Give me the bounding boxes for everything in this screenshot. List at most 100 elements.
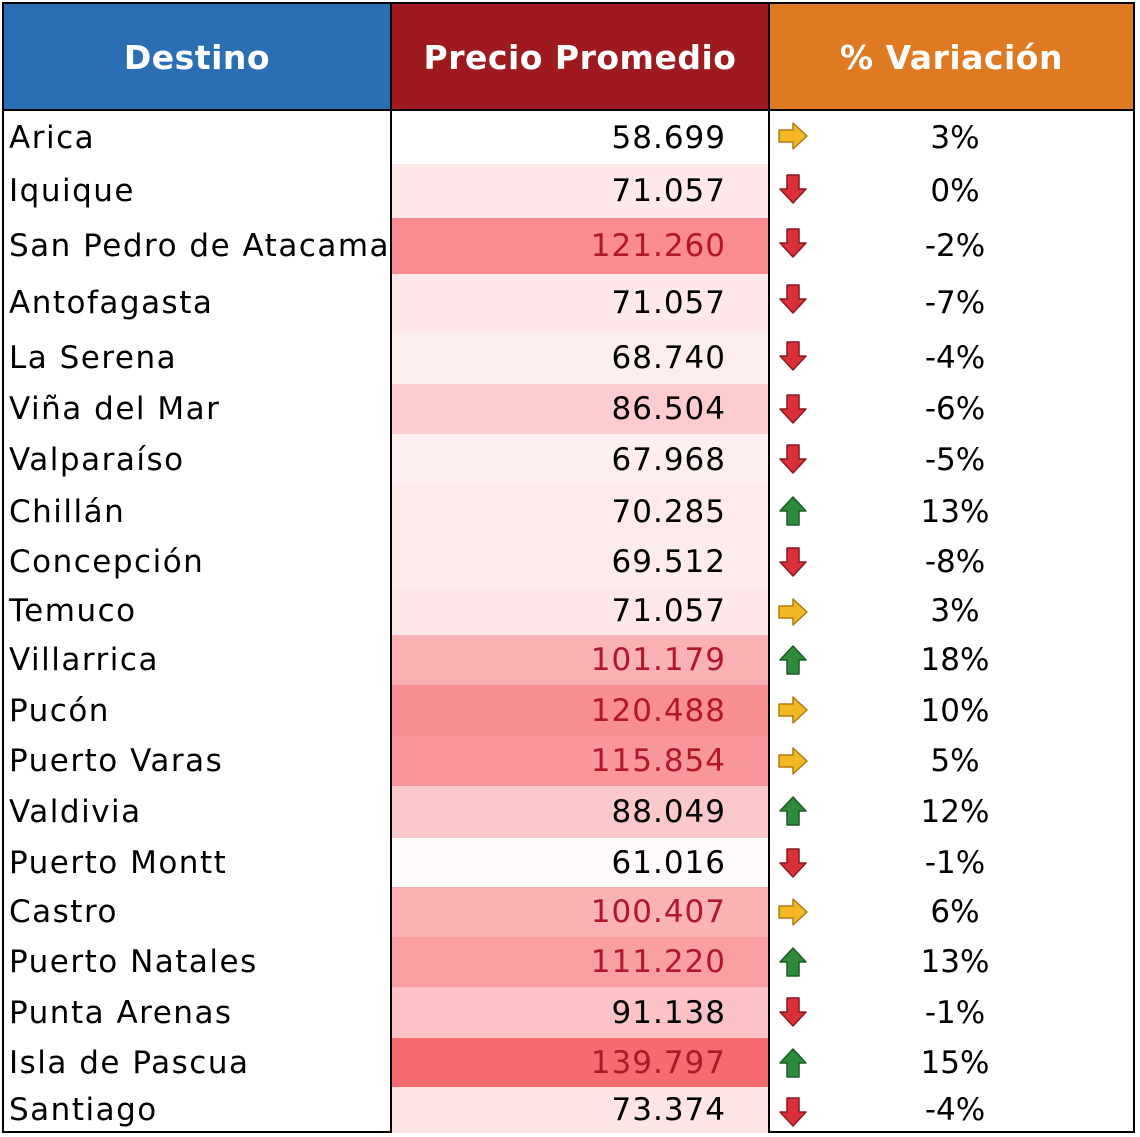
precio-cell: 120.488	[392, 685, 770, 736]
destino-cell: Arica	[4, 111, 392, 164]
destino-cell: Valdivia	[4, 786, 392, 838]
destino-cell: Villarrica	[4, 635, 392, 685]
variacion-value: 5%	[930, 743, 980, 779]
precio-cell: 101.179	[392, 635, 770, 685]
arrow-down-icon	[776, 392, 810, 426]
table-row: Temuco 71.057 3%	[4, 587, 1133, 635]
variacion-value: -2%	[924, 228, 986, 264]
destino-cell: Valparaíso	[4, 434, 392, 486]
variacion-value: -5%	[924, 442, 986, 478]
destino-cell: Concepción	[4, 537, 392, 587]
arrow-down-icon	[776, 339, 810, 373]
arrow-right-icon	[776, 744, 810, 778]
precio-cell: 88.049	[392, 786, 770, 838]
header-precio-promedio: Precio Promedio	[392, 4, 770, 111]
variacion-cell: 18%	[770, 635, 1133, 685]
variacion-value: -6%	[924, 391, 986, 427]
arrow-up-icon	[776, 945, 810, 979]
variacion-cell: -6%	[770, 384, 1133, 434]
variacion-cell: 13%	[770, 486, 1133, 537]
precio-cell: 67.968	[392, 434, 770, 486]
precio-cell: 71.057	[392, 587, 770, 635]
table-row: Puerto Varas 115.854 5%	[4, 736, 1133, 786]
table-row: Concepción 69.512 -8%	[4, 537, 1133, 587]
precio-cell: 61.016	[392, 838, 770, 887]
destino-cell: Antofagasta	[4, 274, 392, 331]
arrow-right-icon	[776, 595, 810, 629]
arrow-down-icon	[776, 995, 810, 1029]
arrow-down-icon	[776, 172, 810, 206]
variacion-value: 15%	[920, 1044, 990, 1081]
variacion-value: -8%	[924, 544, 986, 580]
variacion-value: 12%	[920, 794, 990, 830]
arrow-right-icon	[776, 693, 810, 727]
arrow-down-icon	[776, 846, 810, 880]
variacion-cell: 3%	[770, 111, 1133, 164]
variacion-value: -1%	[924, 844, 986, 881]
variacion-value: 13%	[920, 944, 990, 980]
variacion-cell: 13%	[770, 937, 1133, 987]
variacion-value: -7%	[924, 284, 986, 321]
variacion-cell: -1%	[770, 838, 1133, 887]
header-divider	[4, 109, 1133, 111]
precio-cell: 86.504	[392, 384, 770, 434]
variacion-cell: -5%	[770, 434, 1133, 486]
variacion-value: 18%	[920, 642, 990, 678]
arrow-up-icon	[776, 494, 810, 528]
precio-cell: 71.057	[392, 274, 770, 331]
arrow-down-icon	[776, 226, 810, 260]
precio-cell: 73.374	[392, 1087, 770, 1133]
variacion-cell: 5%	[770, 736, 1133, 786]
variacion-value: -4%	[924, 1092, 986, 1128]
variacion-value: 6%	[930, 894, 980, 930]
variacion-cell: -8%	[770, 537, 1133, 587]
variacion-value: 3%	[930, 593, 980, 629]
precio-cell: 58.699	[392, 111, 770, 164]
table-row: Arica 58.699 3%	[4, 111, 1133, 164]
arrow-up-icon	[776, 643, 810, 677]
precio-cell: 121.260	[392, 218, 770, 274]
variacion-cell: 0%	[770, 164, 1133, 218]
table-row: Valparaíso 67.968 -5%	[4, 434, 1133, 486]
variacion-value: -1%	[924, 994, 986, 1031]
table-row: Iquique 71.057 0%	[4, 164, 1133, 218]
destino-cell: Puerto Montt	[4, 838, 392, 887]
destino-cell: Pucón	[4, 685, 392, 736]
arrow-down-icon	[776, 282, 810, 316]
destino-cell: Viña del Mar	[4, 384, 392, 434]
destino-cell: Puerto Natales	[4, 937, 392, 987]
table-row: Pucón 120.488 10%	[4, 685, 1133, 736]
destino-cell: Isla de Pascua	[4, 1038, 392, 1087]
table-row: Antofagasta 71.057 -7%	[4, 274, 1133, 331]
variacion-cell: -4%	[770, 331, 1133, 384]
table-row: Puerto Montt 61.016 -1%	[4, 838, 1133, 887]
variacion-cell: -4%	[770, 1087, 1133, 1133]
header-variacion: % Variación	[770, 4, 1133, 111]
precio-cell: 111.220	[392, 937, 770, 987]
variacion-value: 0%	[930, 173, 980, 209]
destino-cell: Santiago	[4, 1087, 392, 1133]
destino-cell: Punta Arenas	[4, 987, 392, 1038]
variacion-cell: -7%	[770, 274, 1133, 331]
variacion-cell: 6%	[770, 887, 1133, 937]
precio-cell: 100.407	[392, 887, 770, 937]
arrow-up-icon	[776, 794, 810, 828]
table-header: Destino Precio Promedio % Variación	[4, 4, 1133, 111]
variacion-cell: 3%	[770, 587, 1133, 635]
precio-cell: 115.854	[392, 736, 770, 786]
header-destino: Destino	[4, 4, 392, 111]
destino-cell: Temuco	[4, 587, 392, 635]
precio-cell: 69.512	[392, 537, 770, 587]
variacion-value: 13%	[920, 493, 990, 530]
table-row: La Serena 68.740 -4%	[4, 331, 1133, 384]
destino-cell: Puerto Varas	[4, 736, 392, 786]
arrow-down-icon	[776, 545, 810, 579]
variacion-cell: 12%	[770, 786, 1133, 838]
destino-cell: Iquique	[4, 164, 392, 218]
variacion-cell: 10%	[770, 685, 1133, 736]
arrow-down-icon	[776, 442, 810, 476]
precio-cell: 139.797	[392, 1038, 770, 1087]
table-row: Villarrica 101.179 18%	[4, 635, 1133, 685]
arrow-up-icon	[776, 1046, 810, 1080]
